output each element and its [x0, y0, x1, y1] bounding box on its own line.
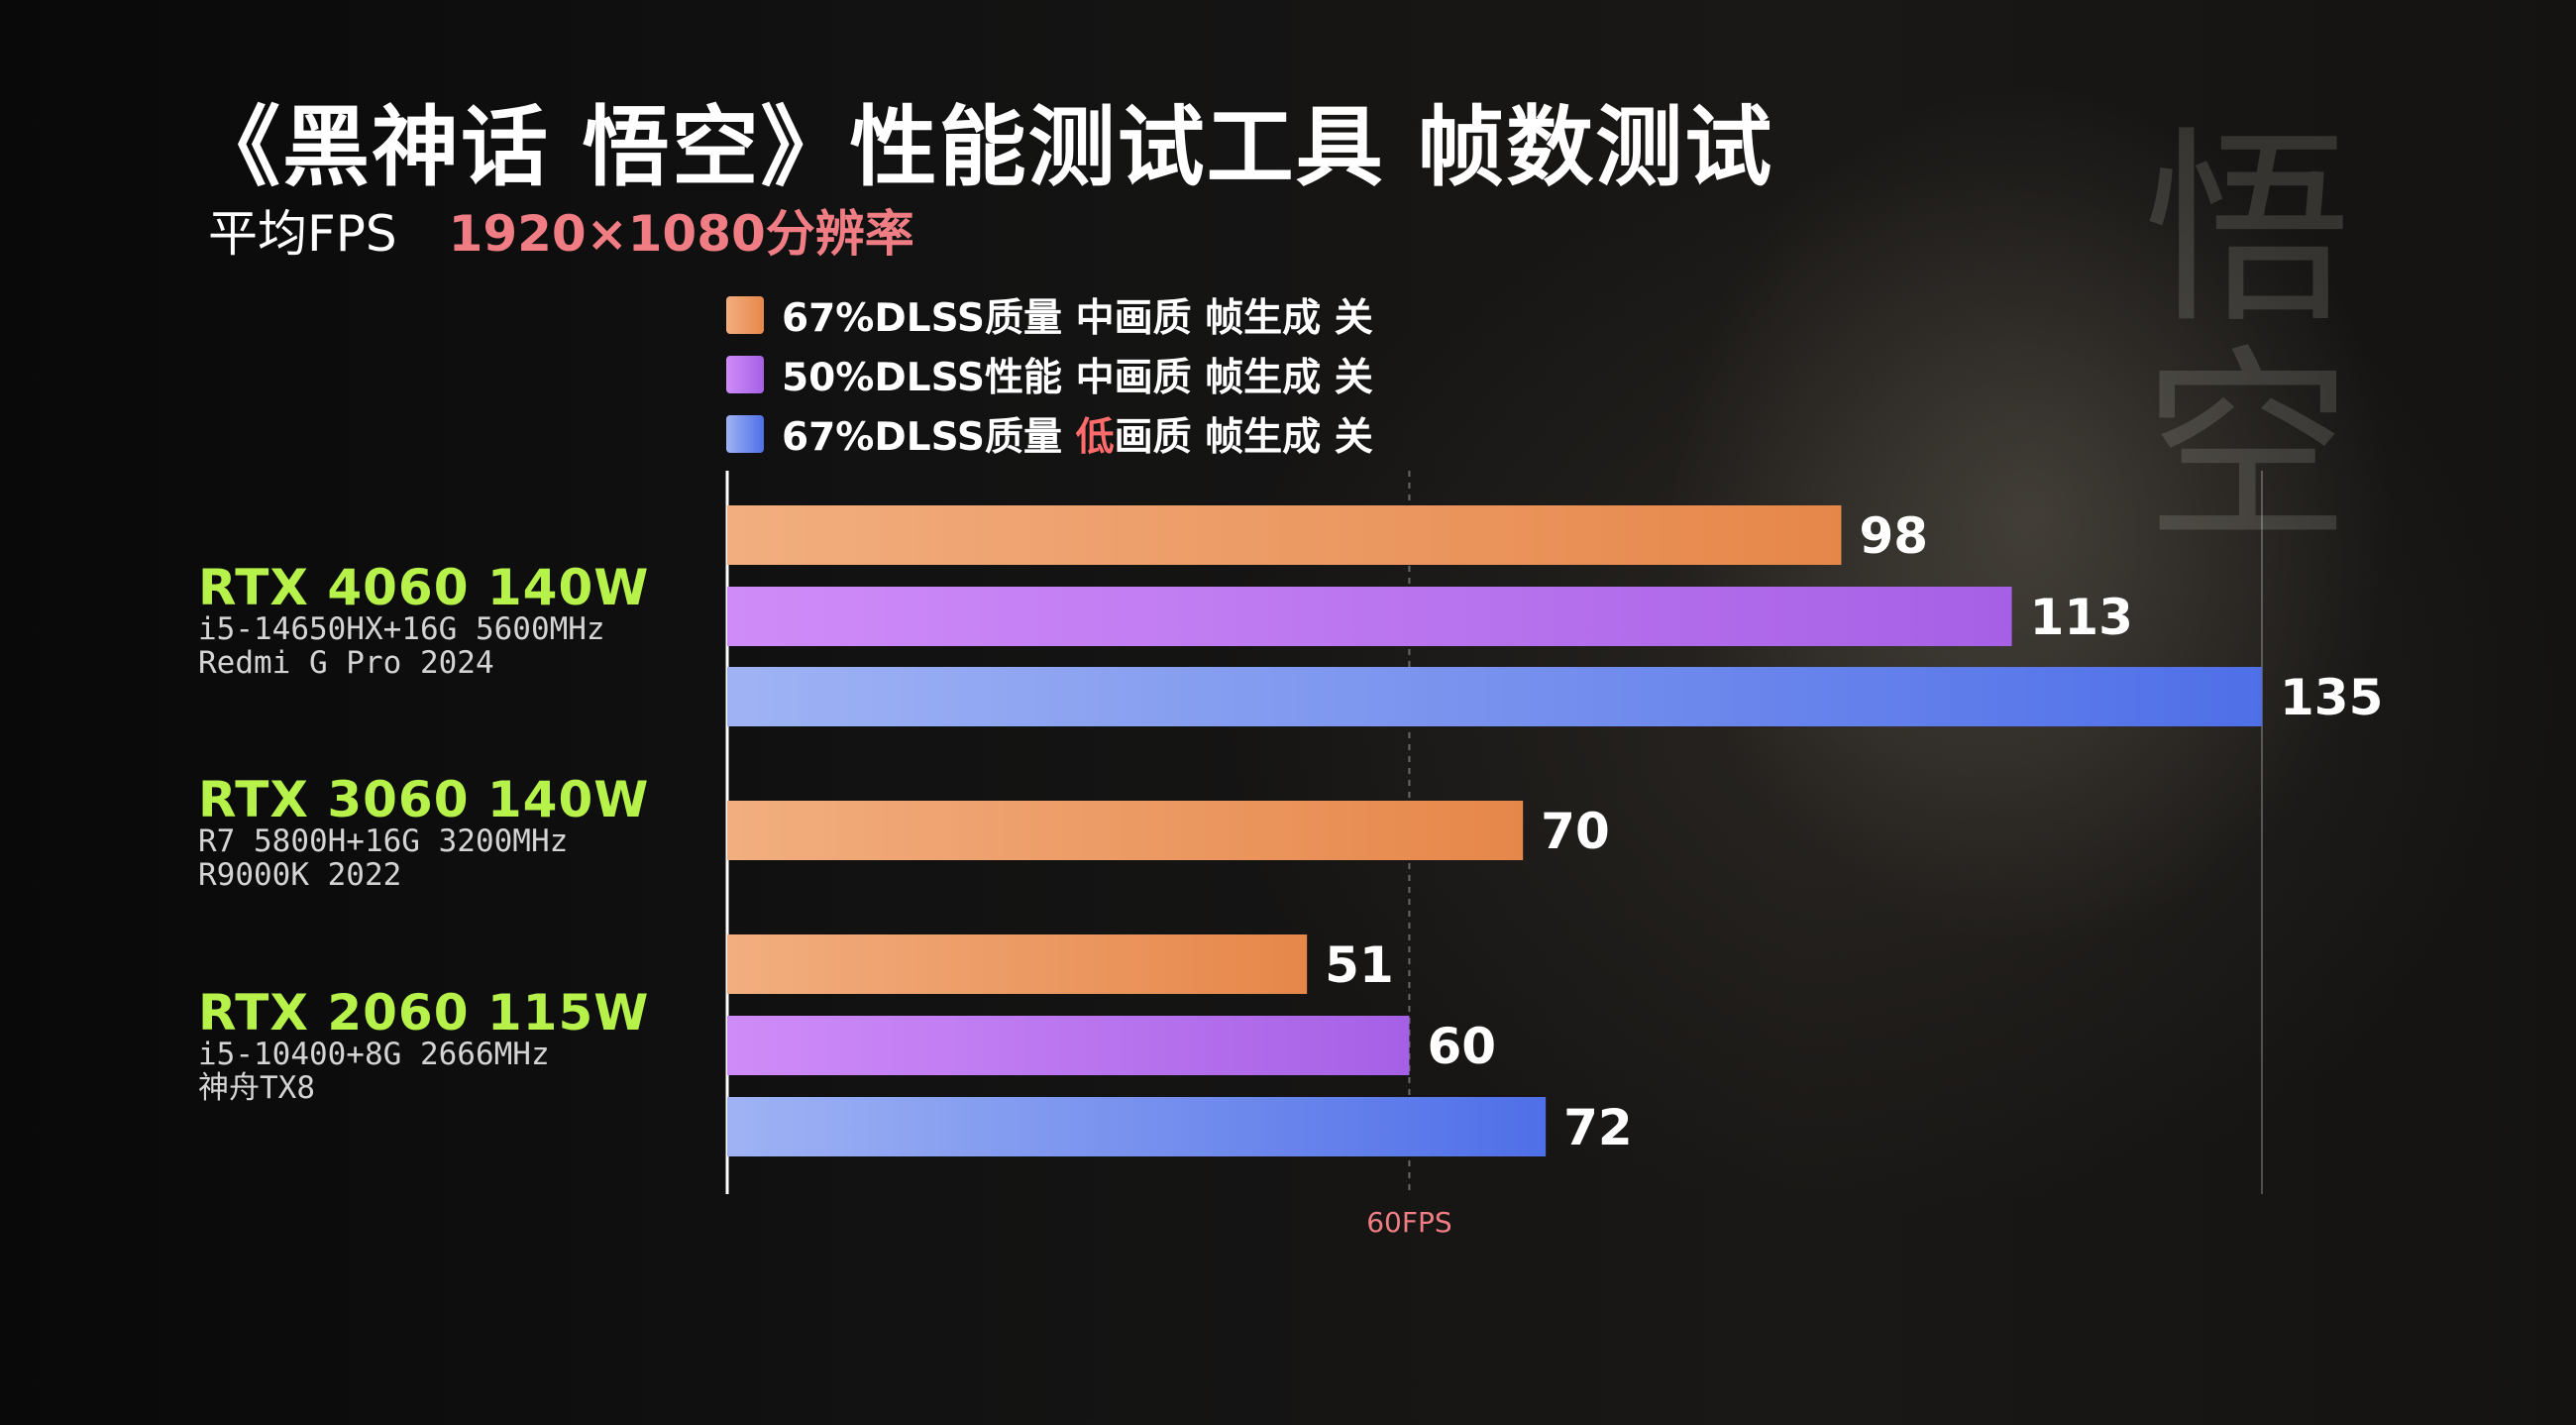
- legend: 67%DLSS质量 中画质 帧生成 关 50%DLSS性能 中画质 帧生成 关 67…: [726, 285, 1373, 464]
- chart-subtitle: 平均FPS 1920×1080分辨率: [208, 194, 914, 266]
- bar-value-label: 113: [2030, 589, 2133, 646]
- bar-rtx-4060-140w-series-3: [727, 667, 2262, 726]
- group-label-rtx-4060: RTX 4060 140W i5-14650HX+16G 5600MHz Red…: [198, 563, 649, 680]
- bar-rtx-2060-115w-series-1: [727, 934, 1308, 994]
- laptop-model: 神舟TX8: [198, 1070, 315, 1107]
- bar-rtx-4060-140w-series-1: [727, 505, 1842, 565]
- subtitle-metric: 平均FPS: [208, 205, 397, 263]
- legend-label-part: 50%DLSS性能 中画质 帧生成 关: [782, 356, 1373, 400]
- gpu-name: RTX 3060 140W: [198, 771, 650, 828]
- reference-line-label: 60FPS: [1366, 1206, 1451, 1239]
- bar-rtx-3060-140w-series-1: [727, 801, 1524, 860]
- legend-label: 67%DLSS质量 低画质 帧生成 关: [782, 406, 1373, 462]
- bar-value-label: 72: [1563, 1099, 1633, 1156]
- legend-label-part: 67%DLSS质量 中画质 帧生成 关: [782, 296, 1373, 341]
- subtitle-resolution: 1920×1080分辨率: [448, 205, 914, 263]
- legend-item: 67%DLSS质量 低画质 帧生成 关: [726, 404, 1373, 464]
- legend-label-part: 67%DLSS质量: [782, 415, 1076, 460]
- bar-value-label: 70: [1541, 803, 1610, 860]
- laptop-model: Redmi G Pro 2024: [198, 645, 494, 682]
- legend-item: 67%DLSS质量 中画质 帧生成 关: [726, 285, 1373, 345]
- group-label-rtx-2060: RTX 2060 115W i5-10400+8G 2666MHz 神舟TX8: [198, 988, 649, 1105]
- bar-value-label: 60: [1427, 1018, 1496, 1075]
- gpu-name: RTX 2060 115W: [198, 984, 650, 1041]
- laptop-model: R9000K 2022: [198, 857, 402, 894]
- gpu-name: RTX 4060 140W: [198, 559, 650, 616]
- legend-label-part: 画质 帧生成 关: [1114, 415, 1373, 460]
- legend-label-part: 低: [1075, 415, 1115, 460]
- bar-value-label: 98: [1859, 507, 1928, 565]
- bar-value-label: 51: [1325, 936, 1394, 994]
- legend-swatch: [726, 296, 764, 334]
- bar-value-label: 135: [2280, 669, 2383, 726]
- bar-rtx-4060-140w-series-2: [727, 587, 2012, 646]
- legend-swatch: [726, 415, 764, 453]
- legend-swatch: [726, 356, 764, 393]
- group-label-rtx-3060: RTX 3060 140W R7 5800H+16G 3200MHz R9000…: [198, 775, 649, 892]
- cpu-spec: i5-14650HX+16G 5600MHz: [198, 611, 605, 647]
- background-watermark: 悟空: [2107, 119, 2351, 555]
- cpu-spec: R7 5800H+16G 3200MHz: [198, 823, 569, 859]
- chart-title: 《黑神话 悟空》性能测试工具 帧数测试: [193, 96, 1774, 198]
- cpu-spec: i5-10400+8G 2666MHz: [198, 1037, 550, 1072]
- bar-rtx-2060-115w-series-3: [727, 1097, 1547, 1156]
- legend-item: 50%DLSS性能 中画质 帧生成 关: [726, 345, 1373, 404]
- legend-label: 67%DLSS质量 中画质 帧生成 关: [782, 287, 1373, 343]
- bar-rtx-2060-115w-series-2: [727, 1016, 1410, 1075]
- legend-label: 50%DLSS性能 中画质 帧生成 关: [782, 347, 1373, 402]
